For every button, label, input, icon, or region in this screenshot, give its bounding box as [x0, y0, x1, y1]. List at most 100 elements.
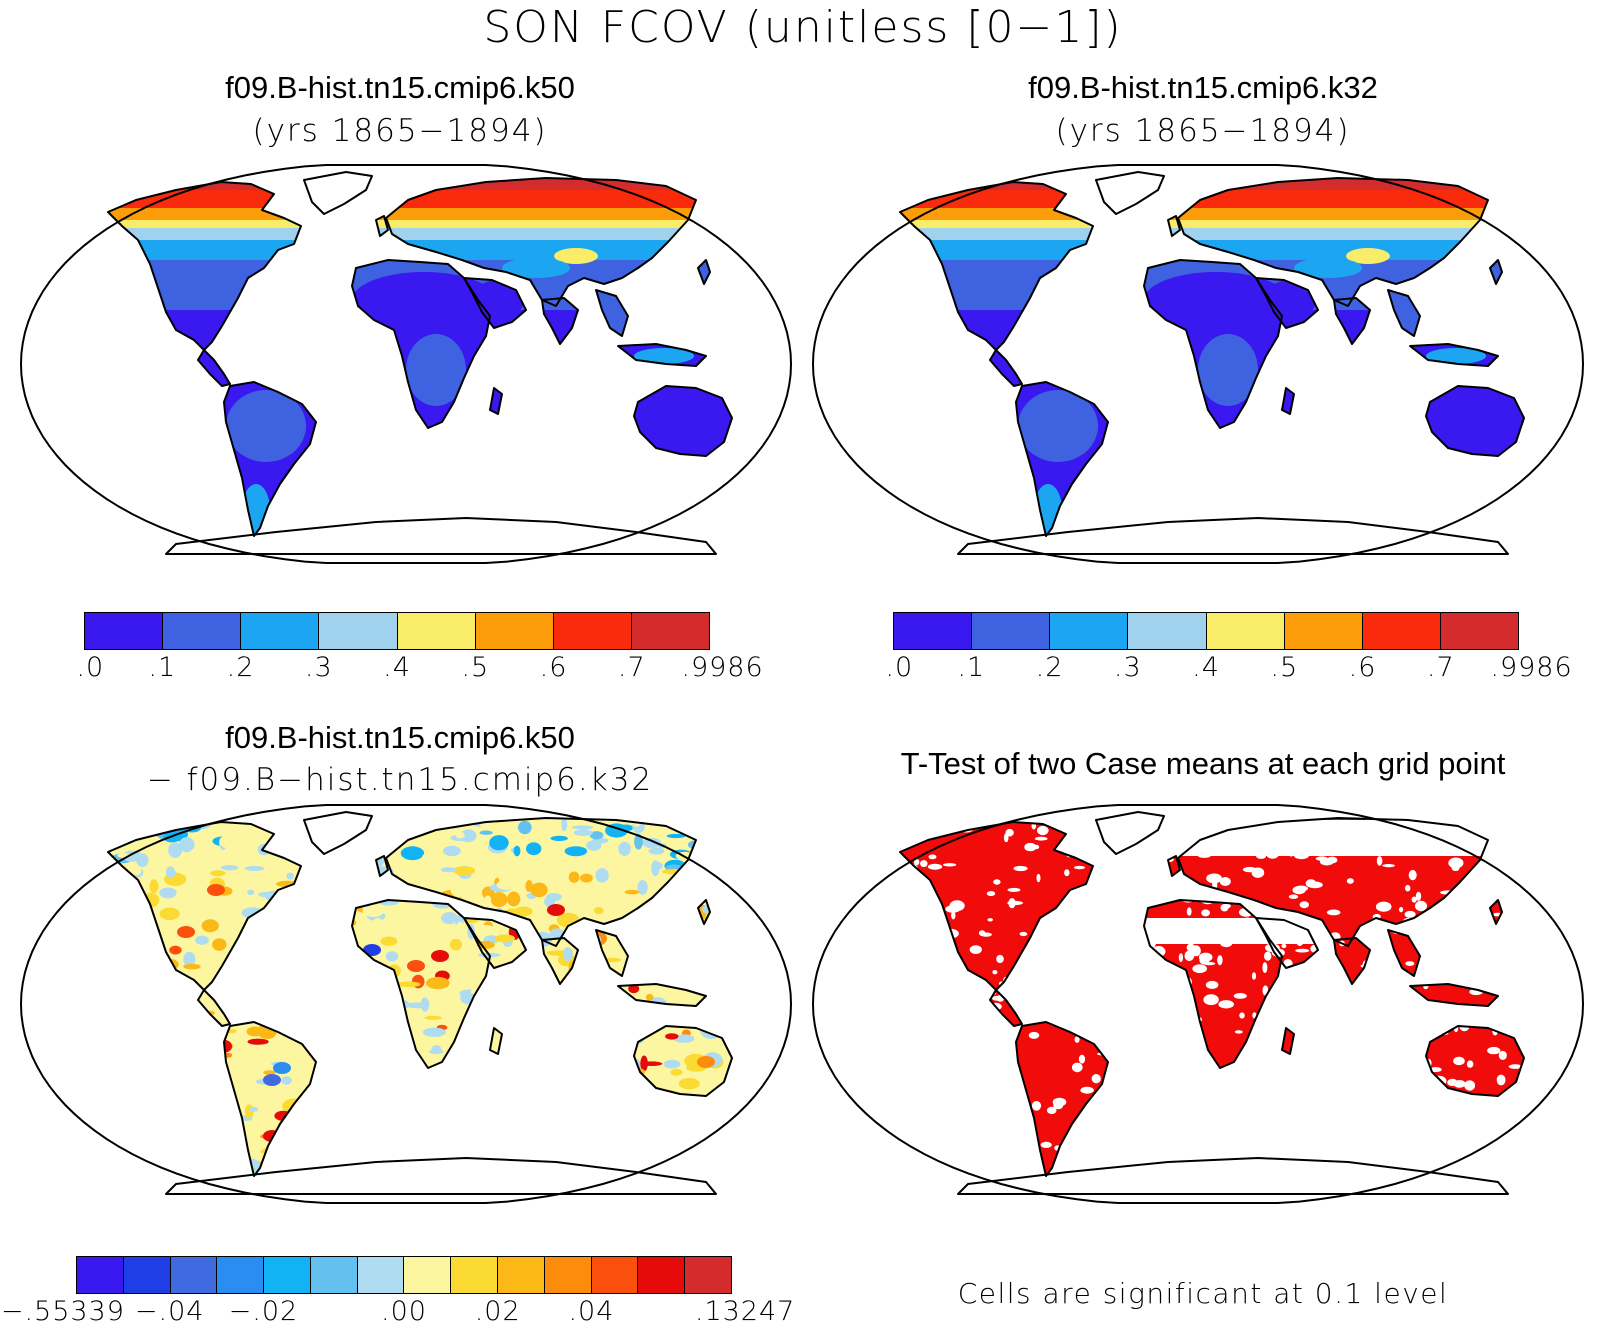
- diff-cell: [75, 1141, 92, 1157]
- diff-cell: [28, 1169, 51, 1177]
- diff-cell: [108, 1156, 113, 1171]
- diff-cell: [523, 1137, 537, 1148]
- insignificant-cell: [1188, 883, 1193, 891]
- insignificant-cell: [833, 810, 848, 821]
- diff-cell: [205, 800, 224, 805]
- diff-cell: [416, 812, 438, 818]
- diff-cell: [269, 898, 286, 913]
- diff-cell: [108, 820, 126, 837]
- colorbar-fcov-left: [84, 612, 710, 650]
- insignificant-cell: [1262, 962, 1268, 974]
- insignificant-cell: [1341, 1149, 1350, 1157]
- fcov-cell: [1198, 334, 1258, 406]
- diff-cell: [38, 1145, 47, 1152]
- diff-cell: [564, 846, 588, 857]
- diff-cell: [321, 998, 330, 1012]
- insignificant-cell: [976, 1009, 992, 1017]
- diff-cell: [183, 992, 191, 1000]
- diff-cell: [675, 1113, 699, 1125]
- diff-cell: [498, 1046, 514, 1059]
- diff-cell: [347, 1105, 362, 1121]
- insignificant-cell: [906, 800, 919, 810]
- insignificant-cell: [1161, 1118, 1166, 1122]
- diff-cell: [282, 914, 298, 929]
- insignificant-cell: [1391, 845, 1399, 854]
- insignificant-cell: [1059, 990, 1064, 1001]
- figure-title: SON FCOV (unitless [0−1]): [483, 2, 1123, 53]
- coastline-se-asia: [1387, 289, 1421, 337]
- insignificant-cell: [1036, 992, 1050, 1000]
- coastline-antarctica: [957, 1157, 1509, 1195]
- insignificant-cell: [1424, 1004, 1439, 1010]
- diff-cell: [233, 1143, 246, 1158]
- diff-cell: [273, 1062, 291, 1074]
- insignificant-cell: [866, 1068, 879, 1073]
- insignificant-cell: [1343, 1094, 1359, 1100]
- insignificant-cell: [1162, 884, 1170, 891]
- diff-cell: [479, 1062, 491, 1072]
- diff-cell: [546, 893, 562, 902]
- diff-cell: [788, 1029, 800, 1041]
- diff-cell: [736, 1065, 754, 1075]
- insignificant-cell: [869, 852, 875, 858]
- insignificant-cell: [1290, 830, 1300, 835]
- diff-cell: [603, 987, 622, 1002]
- diff-cell: [577, 956, 595, 964]
- diff-cell: [485, 1127, 505, 1133]
- colorbar-swatch: [1440, 613, 1518, 649]
- diff-cell: [534, 1042, 548, 1050]
- diff-cell: [139, 1121, 154, 1136]
- insignificant-cell: [1415, 891, 1422, 901]
- insignificant-cell: [935, 1098, 946, 1107]
- insignificant-cell: [1177, 1092, 1186, 1101]
- diff-cell: [116, 1018, 127, 1030]
- insignificant-cell: [1570, 957, 1584, 962]
- diff-cell: [359, 1132, 368, 1140]
- diff-cell: [90, 1078, 107, 1085]
- insignificant-cell: [927, 801, 941, 809]
- diff-cell: [305, 1099, 326, 1113]
- diff-cell: [550, 835, 568, 841]
- insignificant-cell: [805, 1016, 818, 1024]
- diff-cell: [84, 919, 93, 930]
- insignificant-cell: [1200, 1142, 1217, 1146]
- coastline-north-america: [107, 821, 302, 991]
- insignificant-cell: [1236, 812, 1245, 813]
- diff-cell: [108, 976, 130, 983]
- diff-cell: [784, 1086, 801, 1091]
- diff-cell: [257, 843, 271, 856]
- fcov-cell: [406, 334, 466, 406]
- colorbar-swatch: [397, 613, 476, 649]
- diff-cell: [257, 971, 277, 978]
- insignificant-cell: [900, 1098, 913, 1104]
- coastline-japan: [1489, 899, 1503, 925]
- insignificant-cell: [1151, 1004, 1156, 1014]
- diff-cell: [326, 812, 334, 815]
- coastline-africa: [1143, 899, 1283, 1069]
- insignificant-cell: [951, 911, 956, 920]
- insignificant-cell: [1174, 1047, 1185, 1052]
- insignificant-cell: [1231, 920, 1238, 931]
- insignificant-cell: [1013, 865, 1028, 872]
- insignificant-cell: [1404, 1077, 1417, 1082]
- diff-cell: [521, 960, 544, 966]
- insignificant-cell: [1151, 946, 1166, 957]
- insignificant-cell: [1052, 1097, 1067, 1107]
- diff-cell: [490, 892, 508, 908]
- insignificant-cell: [1175, 1106, 1187, 1117]
- insignificant-cell: [996, 954, 1004, 964]
- insignificant-cell: [1372, 1119, 1387, 1130]
- insignificant-cell: [914, 1061, 921, 1072]
- insignificant-cell: [900, 870, 905, 874]
- insignificant-cell: [1174, 836, 1187, 847]
- insignificant-cell: [939, 1067, 946, 1079]
- diff-cell: [781, 911, 803, 920]
- diff-cell: [750, 1002, 759, 1011]
- diff-cell: [489, 835, 509, 851]
- diff-cell: [212, 938, 227, 951]
- insignificant-cell: [850, 874, 856, 878]
- insignificant-cell: [1181, 891, 1191, 899]
- insignificant-cell: [856, 1032, 863, 1042]
- diff-cell: [489, 1103, 506, 1112]
- insignificant-cell: [992, 970, 998, 975]
